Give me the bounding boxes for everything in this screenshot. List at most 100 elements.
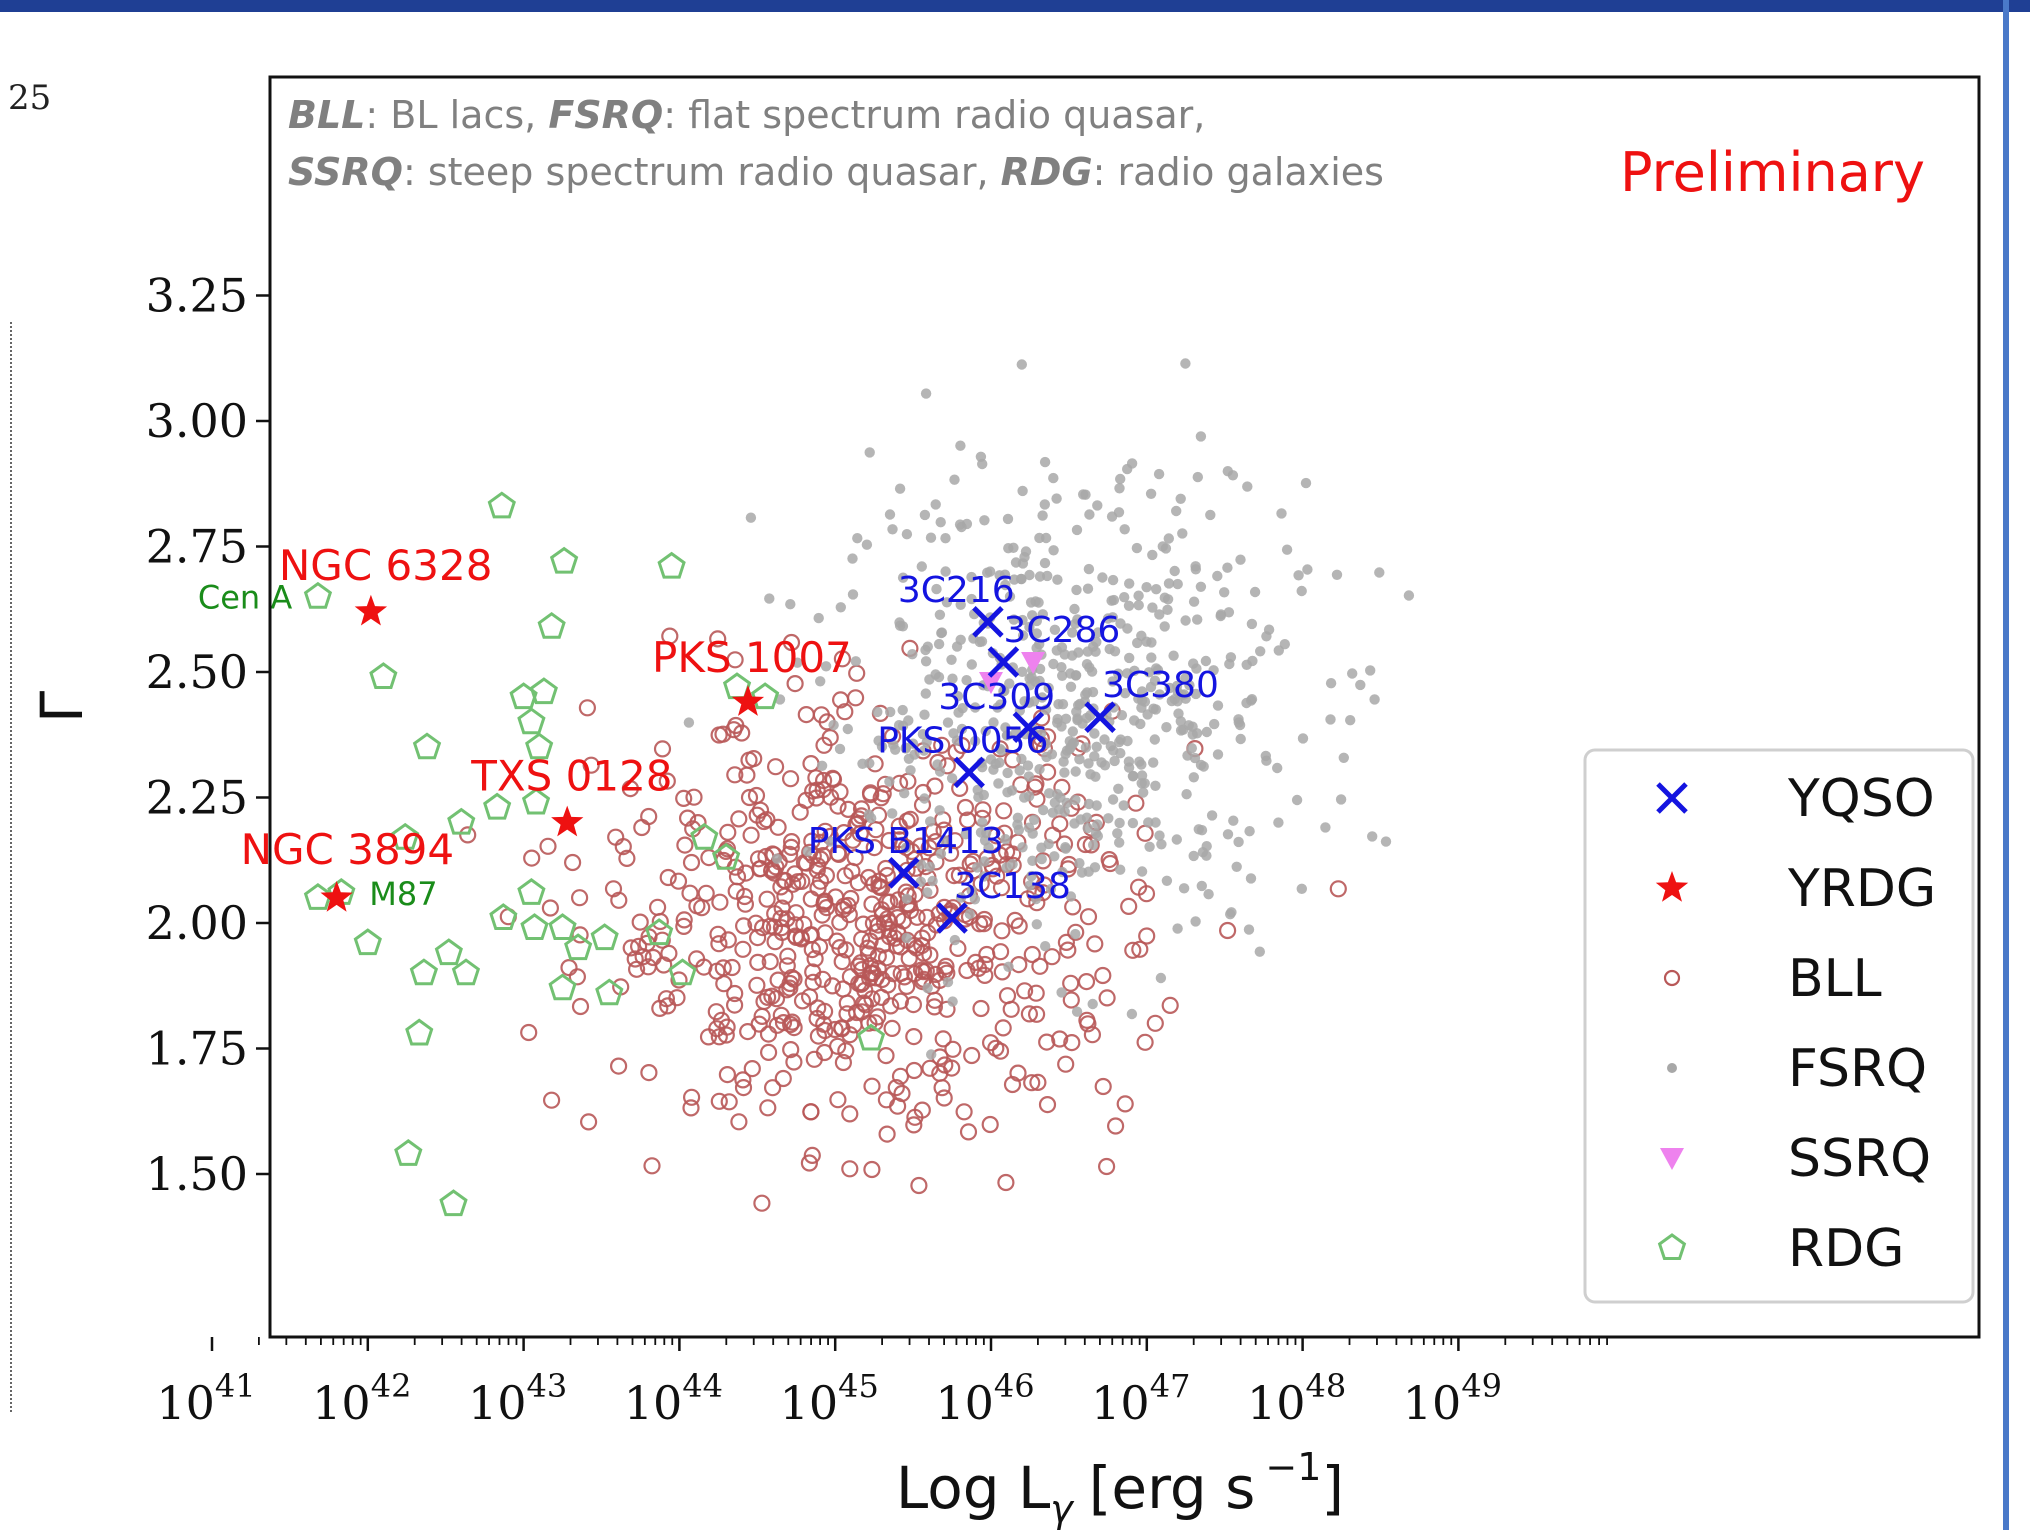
- bll-point: [933, 736, 951, 754]
- fsrq-point: [1243, 924, 1255, 935]
- bll-point: [839, 800, 857, 819]
- fsrq-point: [1089, 728, 1100, 739]
- x-tick-label-exp: 43: [527, 1367, 568, 1405]
- fsrq-point: [940, 566, 951, 577]
- bll-point: [766, 758, 785, 776]
- bll-point: [748, 928, 767, 947]
- bll-point: [789, 873, 807, 891]
- fsrq-point: [984, 566, 996, 577]
- fsrq-point: [1196, 825, 1208, 836]
- bll-point: [935, 898, 953, 917]
- bll-point: [659, 868, 677, 887]
- bll-point: [863, 1077, 881, 1095]
- fsrq-point: [872, 706, 883, 718]
- rdg-point: [483, 792, 512, 820]
- bll-point: [738, 766, 756, 784]
- fsrq-point: [956, 521, 967, 533]
- x-tick-label-base: 10: [1091, 1376, 1150, 1430]
- bll-point: [726, 766, 744, 784]
- fsrq-point: [1085, 769, 1096, 780]
- fsrq-point: [1188, 658, 1199, 669]
- rdg-point: [690, 822, 719, 850]
- bll-point: [1106, 1117, 1125, 1135]
- fsrq-point: [1057, 670, 1068, 681]
- fsrq-point: [1092, 500, 1103, 511]
- bll-point: [828, 1037, 847, 1055]
- bll-point: [761, 952, 779, 971]
- fsrq-point: [1017, 485, 1028, 497]
- fsrq-point: [1255, 646, 1266, 657]
- fsrq-point: [1335, 794, 1347, 805]
- bll-point: [640, 928, 658, 946]
- bll-point: [1031, 957, 1049, 975]
- bll-point: [810, 938, 829, 956]
- rdg-point: [525, 732, 554, 760]
- legend-label: BLL: [1788, 949, 1882, 1009]
- fsrq-point: [857, 758, 868, 769]
- bll-point: [994, 1019, 1012, 1037]
- bll-point: [675, 911, 693, 929]
- bll-point: [631, 913, 649, 931]
- bll-point: [850, 974, 868, 993]
- bll-point: [804, 782, 822, 800]
- bll-point: [863, 895, 881, 913]
- yqso-point: [953, 756, 985, 789]
- fsrq-point: [890, 744, 901, 755]
- fsrq-point: [1228, 815, 1239, 826]
- fsrq-point: [1090, 646, 1101, 657]
- bll-point: [804, 973, 822, 991]
- bll-point: [778, 957, 796, 975]
- fsrq-point: [1175, 493, 1186, 504]
- fsrq-point: [1024, 569, 1035, 581]
- fsrq-point: [1188, 772, 1200, 783]
- bll-point: [1027, 1005, 1046, 1023]
- fsrq-point: [1018, 792, 1030, 803]
- bll-point: [816, 1021, 834, 1040]
- fsrq-point: [1146, 637, 1157, 648]
- fsrq-point: [948, 728, 959, 739]
- bll-point: [800, 1154, 819, 1172]
- bll-point: [984, 860, 1002, 878]
- bll-point: [905, 1027, 923, 1046]
- bll-point: [740, 788, 759, 807]
- fsrq-point: [1172, 686, 1184, 698]
- fsrq-point: [897, 704, 908, 716]
- fsrq-point: [1293, 570, 1304, 581]
- bll-point: [1020, 1005, 1039, 1023]
- fsrq-point: [1151, 584, 1162, 595]
- fsrq-point: [1235, 733, 1246, 745]
- bll-point: [578, 699, 597, 717]
- fsrq-point: [1043, 682, 1054, 694]
- bll-point: [809, 999, 827, 1017]
- fsrq-point: [1161, 875, 1173, 886]
- fsrq-point: [802, 846, 813, 857]
- fsrq-point: [1116, 710, 1128, 721]
- yqso-label: 3C380: [1102, 665, 1219, 706]
- fsrq-point: [1195, 759, 1207, 771]
- bll-point: [682, 853, 701, 872]
- bll-point: [563, 853, 582, 872]
- fsrq-point: [1136, 770, 1148, 781]
- fsrq-point: [1136, 866, 1148, 877]
- bll-point: [1079, 908, 1098, 926]
- bll-point: [1131, 940, 1149, 958]
- fsrq-point: [1034, 764, 1045, 775]
- bll-point: [766, 905, 784, 923]
- bll-point: [560, 958, 578, 977]
- legend-item: SSRQ: [1660, 1129, 1931, 1189]
- bll-point: [785, 1053, 803, 1071]
- fsrq-point: [936, 627, 948, 638]
- bll-point: [643, 1157, 661, 1175]
- bll-point: [718, 1065, 737, 1084]
- bll-point: [803, 1146, 821, 1165]
- fsrq-point: [1138, 787, 1149, 798]
- fsrq-point: [922, 887, 933, 898]
- fsrq-point: [933, 638, 945, 650]
- fsrq-point: [941, 597, 953, 608]
- fsrq-point: [920, 388, 932, 399]
- bll-point: [762, 862, 781, 880]
- bll-point: [748, 976, 766, 994]
- bll-point: [730, 810, 748, 828]
- fsrq-point: [1206, 810, 1218, 821]
- fsrq-point: [1108, 594, 1120, 606]
